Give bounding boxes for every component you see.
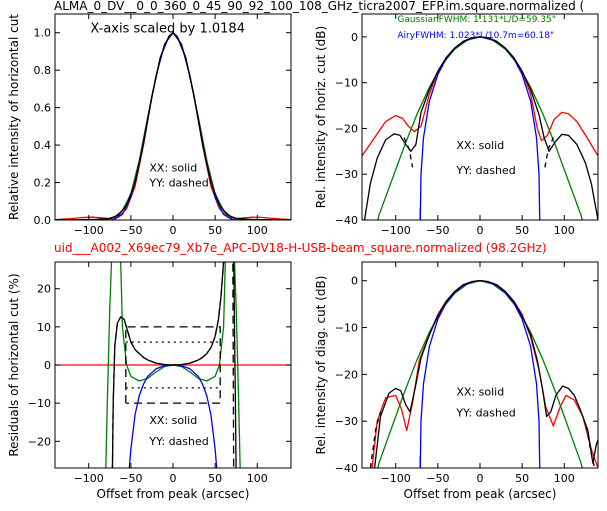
annotation-text: XX: solid	[456, 139, 504, 152]
y-tick-label: 0.4	[34, 139, 52, 152]
y-tick-label: 1.0	[34, 27, 52, 40]
x-tick-label: 50	[208, 224, 222, 237]
series-line-4	[363, 36, 598, 220]
series-line-3	[55, 32, 291, 220]
annotation-text: X-axis scaled by 1.0184	[90, 22, 245, 37]
y-tick-label: −40	[335, 462, 358, 475]
annotation-text: GaussianFWHM: 1.131*L/D=59.35"	[397, 15, 555, 25]
y-tick-label: 0	[351, 31, 358, 44]
annotation-text: YY: dashed	[455, 407, 515, 420]
series-line-2	[419, 36, 541, 220]
annotation-text: XX: solid	[149, 414, 197, 427]
y-tick-label: −10	[335, 322, 358, 335]
y-tick-label: 0	[44, 359, 51, 372]
x-tick-label: 0	[170, 224, 177, 237]
series-line-2	[55, 32, 291, 220]
x-tick-label: 100	[247, 472, 268, 485]
series-group	[369, 280, 598, 468]
x-tick-label: −50	[119, 472, 142, 485]
x-tick-label: −100	[74, 472, 104, 485]
series-line-3	[233, 262, 241, 468]
annotation-text: XX: solid	[149, 161, 197, 174]
series-group	[55, 262, 291, 468]
x-tick-label: 50	[515, 224, 529, 237]
y-tick-label: −40	[335, 214, 358, 227]
series-line-2	[419, 280, 541, 468]
series-line-4	[373, 280, 598, 468]
y-tick-label: −30	[335, 415, 358, 428]
y-tick-label: −20	[28, 435, 51, 448]
y-tick-label: −20	[335, 368, 358, 381]
y-tick-label: 0.8	[34, 64, 52, 77]
series-line-6	[233, 262, 237, 468]
y-tick-label: −10	[28, 397, 51, 410]
x-tick-label: 50	[208, 472, 222, 485]
y-tick-label: −30	[335, 168, 358, 181]
y-tick-label: 0.2	[34, 177, 52, 190]
y-axis-label: Rel. intensity of horiz. cut (dB)	[314, 26, 328, 208]
series-line-6	[585, 425, 596, 468]
series-line-0	[371, 280, 598, 468]
annotation-text: YY: dashed	[455, 164, 515, 177]
series-group	[362, 36, 598, 220]
series-line-5	[369, 411, 382, 468]
x-tick-label: 100	[247, 224, 268, 237]
series-line-4	[97, 32, 249, 220]
annotation-text: YY: dashed	[148, 435, 208, 448]
annotation-text: XX: solid	[456, 385, 504, 398]
series-line-5	[403, 137, 414, 168]
x-tick-label: 0	[477, 472, 484, 485]
series-line-1	[55, 32, 291, 220]
x-tick-label: 100	[554, 224, 575, 237]
y-tick-label: 10	[37, 321, 51, 334]
y-tick-label: 0	[351, 275, 358, 288]
panel-tl: −100 −50 0 50 100 0.0 0.2 0.4 0.6 0.8 1.0 Relative …	[7, 13, 292, 237]
axes-frame	[361, 261, 599, 469]
y-tick-label: −20	[335, 122, 358, 135]
y-tick-label: 20	[37, 283, 51, 296]
x-tick-label: −50	[119, 224, 142, 237]
x-tick-label: −100	[381, 224, 411, 237]
series-group	[55, 32, 291, 220]
y-tick-label: −10	[335, 77, 358, 90]
figure-title: ALMA_0_DV__0_0_360_0_45_90_92_100_108_GH…	[54, 0, 584, 13]
x-tick-label: 100	[554, 472, 575, 485]
y-tick-label: 0.6	[34, 102, 52, 115]
x-tick-label: 0	[477, 224, 484, 237]
x-tick-label: −50	[426, 472, 449, 485]
x-tick-label: 0	[170, 472, 177, 485]
annotation-text: YY: dashed	[148, 176, 208, 189]
annotation-text: AiryFWHM: 1.023*L/10.7m=60.18"	[397, 31, 554, 41]
series-line-6	[544, 137, 554, 168]
x-axis-label: Offset from peak (arcsec)	[404, 487, 557, 501]
y-axis-label: Relative intensity of horizontal cut	[7, 14, 21, 220]
series-line-9	[125, 326, 221, 404]
x-tick-label: −100	[381, 472, 411, 485]
y-axis-label: Rel. intensity of diag. cut (dB)	[314, 276, 328, 455]
x-tick-label: −100	[74, 224, 104, 237]
series-line-7	[111, 262, 225, 468]
x-axis-label: Offset from peak (arcsec)	[97, 487, 250, 501]
y-axis-label: Residuals of horizontal cut (%)	[7, 273, 21, 456]
series-line-1	[105, 262, 113, 468]
x-tick-label: −50	[426, 224, 449, 237]
x-tick-label: 50	[515, 472, 529, 485]
y-tick-label: 0.0	[34, 214, 52, 227]
figure-subtitle: uid___A002_X69ec79_Xb7e_APC-DV18-H-USB-b…	[54, 241, 547, 255]
series-line-0	[55, 32, 291, 220]
